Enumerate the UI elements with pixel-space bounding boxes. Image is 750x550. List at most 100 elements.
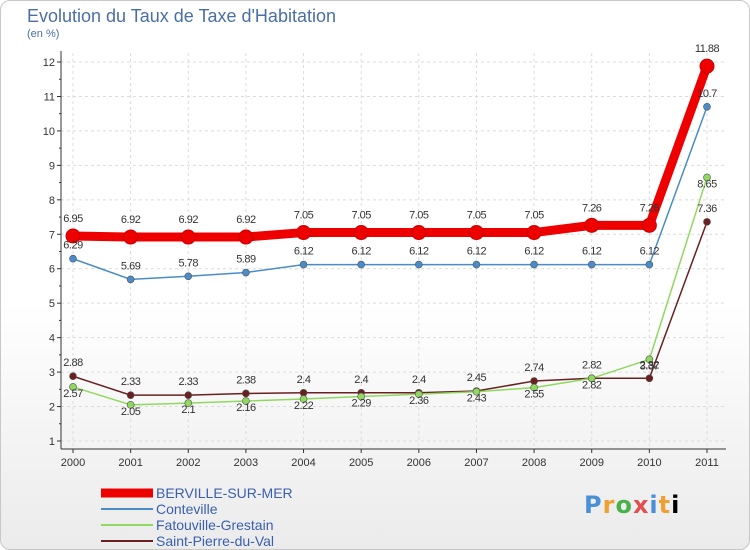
data-label: 2.57: [63, 388, 83, 400]
y-tick-label: 8: [49, 195, 55, 207]
data-label: 2.82: [640, 359, 660, 371]
y-tick-label: 7: [49, 229, 55, 241]
data-point: [69, 383, 77, 391]
data-point: [242, 389, 250, 398]
data-point: [526, 225, 542, 241]
data-label: 2.88: [63, 357, 83, 369]
data-point: [184, 391, 193, 399]
data-label: 7.36: [697, 203, 717, 215]
data-point: [530, 383, 538, 392]
data-point: [69, 254, 77, 263]
data-label: 7.05: [524, 210, 544, 222]
data-point: [472, 260, 481, 269]
y-tick-label: 6: [49, 264, 55, 276]
data-point: [357, 392, 365, 401]
data-label: 6.12: [640, 246, 660, 258]
data-label: 5.69: [121, 260, 141, 272]
series-line-2: [72, 176, 708, 406]
data-label: 7.05: [351, 210, 371, 222]
data-label: 7.05: [409, 210, 429, 222]
data-label: 6.29: [63, 240, 83, 252]
data-point: [472, 387, 481, 396]
data-point: [126, 401, 135, 409]
data-point: [530, 260, 538, 269]
data-label: 2.36: [409, 395, 429, 407]
series-line-1: [72, 106, 708, 281]
data-point: [587, 260, 596, 269]
y-tick-label: 4: [49, 333, 55, 345]
data-label: 6.92: [179, 214, 199, 226]
data-point: [65, 228, 81, 244]
data-point: [415, 390, 423, 398]
chart-subtitle: (en %): [27, 28, 60, 40]
data-label: 2.05: [121, 406, 141, 418]
data-label: 6.92: [236, 214, 256, 226]
data-label: 6.12: [524, 246, 544, 258]
y-tick-label: 5: [49, 298, 55, 310]
data-label: 2.16: [236, 402, 256, 414]
x-tick-label: 2002: [176, 457, 200, 469]
y-tick-label: 1: [49, 436, 55, 448]
data-point: [468, 225, 484, 241]
data-label: 2.4: [412, 374, 426, 386]
data-label: 6.95: [63, 213, 83, 225]
data-point: [353, 225, 369, 241]
y-tick-label: 12: [43, 57, 55, 69]
data-point: [69, 372, 77, 381]
data-point: [180, 229, 196, 245]
data-point: [357, 260, 365, 269]
data-point: [242, 268, 250, 277]
data-label: 5.78: [179, 257, 199, 269]
data-point: [645, 374, 654, 383]
data-label: 6.12: [467, 246, 487, 258]
series-line-3: [72, 221, 708, 396]
series-line-0: [68, 61, 712, 242]
data-label: 2.45: [467, 372, 487, 384]
x-tick-label: 2001: [118, 457, 142, 469]
data-point: [242, 397, 250, 405]
data-label: 6.12: [409, 246, 429, 258]
data-label: 10.7: [697, 88, 717, 100]
x-tick-label: 2010: [637, 457, 661, 469]
data-point: [645, 355, 654, 364]
data-point: [530, 377, 538, 385]
data-label: 2.38: [236, 374, 256, 386]
data-label: 6.92: [121, 214, 141, 226]
data-point: [703, 218, 711, 226]
data-point: [703, 173, 711, 182]
data-label: 2.22: [294, 400, 314, 412]
chart-title: Evolution du Taux de Taxe d'Habitation: [27, 6, 336, 26]
x-tick-label: 2011: [695, 457, 719, 469]
data-label: 2.43: [467, 393, 487, 405]
x-tick-label: 2004: [291, 457, 315, 469]
y-tick-label: 3: [49, 367, 55, 379]
data-label: 2.74: [524, 362, 544, 374]
data-label: 6.12: [582, 246, 602, 258]
data-point: [299, 395, 308, 403]
y-tick-label: 9: [49, 160, 55, 172]
data-point: [645, 260, 654, 269]
data-label: 2.55: [524, 389, 544, 401]
data-point: [184, 399, 193, 407]
data-label: 7.05: [294, 210, 314, 222]
data-label: 7.26: [640, 202, 660, 214]
data-point: [123, 229, 139, 245]
data-label: 8.65: [697, 178, 717, 190]
data-label: 2.33: [121, 376, 141, 388]
data-point: [296, 225, 312, 241]
data-point: [415, 260, 423, 269]
data-point: [584, 217, 600, 233]
y-tick-label: 11: [44, 91, 55, 103]
x-tick-label: 2007: [464, 457, 488, 469]
data-point: [641, 217, 657, 233]
data-label: 11.88: [695, 43, 720, 55]
x-tick-label: 2005: [349, 457, 373, 469]
legend-label: Fatouville-Grestain: [156, 517, 274, 533]
data-label: 6.12: [294, 246, 314, 258]
data-label: 5.89: [236, 254, 256, 266]
data-label: 2.29: [351, 398, 371, 410]
data-label: 7.05: [467, 210, 487, 222]
data-point: [126, 275, 135, 284]
data-point: [126, 391, 135, 399]
